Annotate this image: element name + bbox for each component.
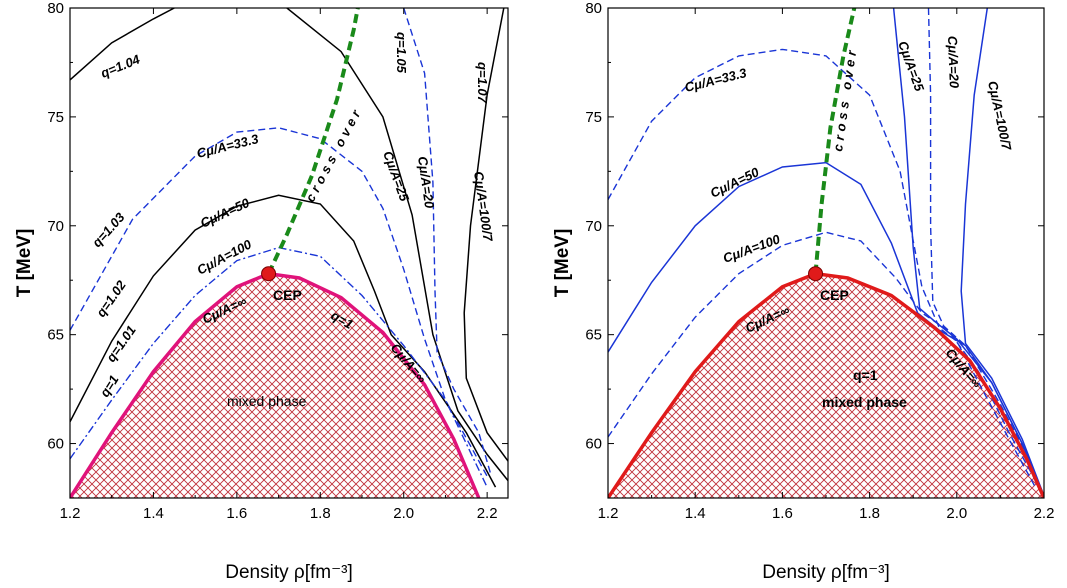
series-line-q-1-02 bbox=[70, 194, 497, 488]
series-line-q-1 bbox=[70, 271, 481, 498]
x-tick-label: 2.0 bbox=[946, 505, 967, 522]
curve-annotation: q=1.01 bbox=[103, 323, 139, 365]
y-tick-label: 75 bbox=[47, 109, 64, 126]
y-axis-label: T [MeV] bbox=[552, 229, 573, 298]
series-line-q-1-03 bbox=[70, 127, 488, 477]
curve-annotation: Cμ/A=25 bbox=[380, 149, 412, 204]
y-tick-label: 60 bbox=[585, 436, 602, 453]
x-tick-label: 1.2 bbox=[60, 505, 81, 522]
curve-annotation: Cμ/A=50 bbox=[708, 164, 762, 201]
curve-annotation: Cμ/A=100/7 bbox=[985, 80, 1014, 153]
curve-annotation: q=1 bbox=[853, 367, 878, 383]
x-axis-label: Density ρ[fm⁻³] bbox=[762, 562, 889, 583]
curve-annotation: Cμ/A=20 bbox=[945, 36, 962, 90]
series-line-crossover bbox=[266, 8, 360, 275]
y-tick-label: 65 bbox=[47, 327, 64, 344]
x-tick-label: 1.8 bbox=[310, 505, 331, 522]
curve-annotation: Cμ/A=33.3 bbox=[195, 131, 261, 161]
series-line-c-a-25 bbox=[892, 8, 1044, 497]
x-tick-label: 1.4 bbox=[143, 505, 164, 522]
curve-annotation: q=1.03 bbox=[89, 209, 128, 250]
y-tick-label: 70 bbox=[585, 218, 602, 235]
x-tick-label: 1.2 bbox=[598, 505, 619, 522]
x-tick-label: 1.8 bbox=[859, 505, 880, 522]
y-tick-label: 60 bbox=[47, 436, 64, 453]
cep-marker bbox=[261, 266, 277, 282]
x-tick-label: 2.0 bbox=[393, 505, 414, 522]
plot-area bbox=[70, 8, 508, 498]
curve-annotation: cross over bbox=[302, 104, 365, 204]
series-line-c-a-33-3 bbox=[608, 48, 1036, 488]
plot-area bbox=[608, 8, 1044, 498]
curve-annotation: CEP bbox=[820, 287, 849, 303]
series-line-c-a-20 bbox=[403, 8, 492, 477]
y-tick-label: 75 bbox=[585, 109, 602, 126]
chart-panel-left: 1.2 1.4 1.6 1.8 2.0 2.2 60 65 70 75 80 Density ρ[fm… bbox=[14, 0, 509, 583]
series-line-q-1-07 bbox=[463, 8, 508, 462]
y-axis-label: T [MeV] bbox=[14, 229, 35, 298]
series-line-crossover bbox=[813, 8, 857, 274]
plot-frame bbox=[69, 7, 509, 499]
x-tick-label: 1.4 bbox=[685, 505, 706, 522]
series-line-c-a-100-7 bbox=[960, 8, 1044, 497]
series-line-q-1-01 bbox=[70, 246, 488, 488]
curve-annotation: Cμ/A=100/7 bbox=[471, 170, 496, 243]
y-tick-label: 80 bbox=[47, 0, 64, 17]
y-tick-label: 65 bbox=[585, 327, 602, 344]
curve-annotation: Cμ/A=20 bbox=[415, 155, 437, 210]
mixed-phase-region bbox=[70, 273, 479, 498]
curve-annotation: Cμ/A=50 bbox=[198, 195, 252, 231]
cep-marker bbox=[808, 266, 824, 282]
curve-annotation: q=1.07 bbox=[475, 62, 490, 104]
curve-annotation: mixed phase bbox=[822, 394, 907, 410]
curve-annotation: mixed phase bbox=[227, 393, 307, 409]
y-tick-label: 80 bbox=[585, 0, 602, 17]
series-line-q-1 bbox=[608, 271, 1044, 498]
curve-annotation: q=1 bbox=[97, 372, 122, 399]
x-tick-label: 2.2 bbox=[477, 505, 498, 522]
chart-panel-right: 1.2 1.4 1.6 1.8 2.0 2.2 60 65 70 75 80 Density ρ[fm… bbox=[552, 0, 1054, 583]
curve-annotation: CEP bbox=[273, 287, 302, 303]
curve-annotation: Cμ/A=33.3 bbox=[683, 65, 749, 95]
curve-annotation: q=1.02 bbox=[93, 277, 129, 320]
series-line-q-1-04 bbox=[70, 8, 175, 81]
curve-annotation: q=1.04 bbox=[99, 51, 143, 80]
x-tick-label: 2.2 bbox=[1034, 505, 1055, 522]
y-tick-label: 70 bbox=[47, 218, 64, 235]
x-axis-label: Density ρ[fm⁻³] bbox=[225, 562, 352, 583]
x-tick-label: 1.6 bbox=[226, 505, 247, 522]
curve-annotation: Cμ/A=100 bbox=[721, 231, 783, 266]
curve-annotation: q=1.05 bbox=[394, 32, 409, 74]
x-tick-label: 1.6 bbox=[772, 505, 793, 522]
series-line-c-a-20 bbox=[927, 8, 1044, 497]
